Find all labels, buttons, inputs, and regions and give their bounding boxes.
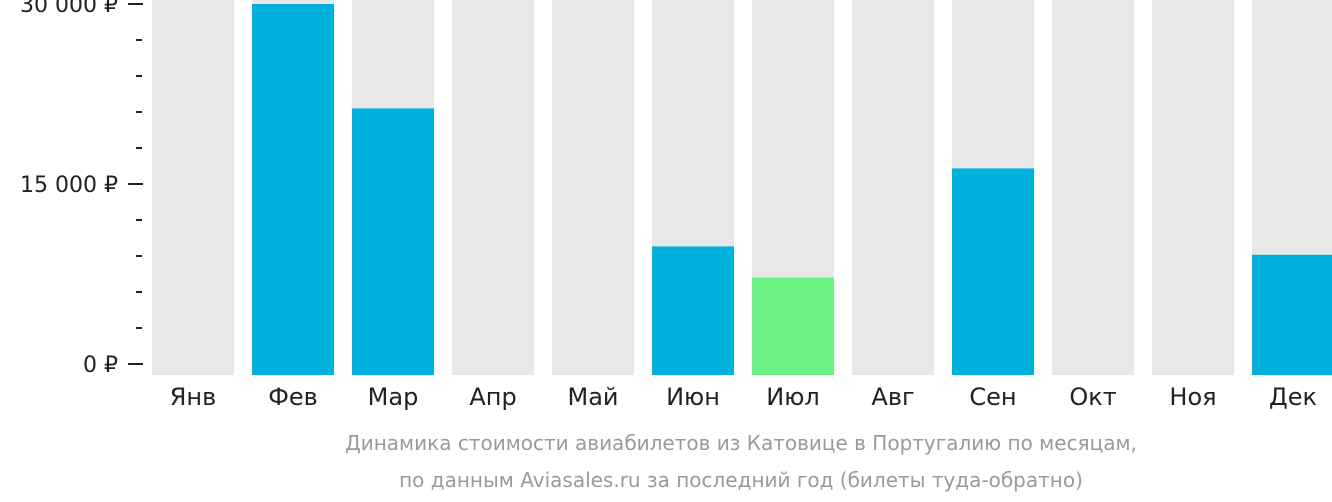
price-bar-chart: 0 ₽ 15 000 ₽ 30 000 ₽ Янв Фев Мар Апр Май Июн Ию… <box>20 0 1332 411</box>
bar-month-2 <box>252 4 334 375</box>
caption-line-1: Динамика стоимости авиабилетов из Катови… <box>345 431 1137 455</box>
x-tick-label-month-8: Авг <box>871 383 914 411</box>
x-tick-label-month-3: Мар <box>368 383 419 411</box>
x-tick-label-month-12: Дек <box>1269 383 1317 411</box>
y-tick-label-2: 15 000 ₽ <box>20 173 118 198</box>
x-tick-label-month-9: Сен <box>969 383 1016 411</box>
background-column-month-5 <box>552 0 634 375</box>
x-axis-labels: Янв Фев Мар Апр Май Июн Июл Авг Сен Окт Ноя Дек <box>170 383 1317 411</box>
x-tick-label-month-2: Фев <box>268 383 318 411</box>
x-tick-label-month-7: Июл <box>766 383 820 411</box>
background-column-month-11 <box>1152 0 1234 375</box>
y-tick-label-1: 0 ₽ <box>83 353 118 378</box>
bar-month-9 <box>952 168 1034 375</box>
y-tick-label-3: 30 000 ₽ <box>20 0 118 18</box>
bar-month-12 <box>1252 254 1332 375</box>
bar-month-3 <box>352 108 434 376</box>
bar-month-6 <box>652 246 734 375</box>
x-tick-label-month-6: Июн <box>666 383 720 411</box>
caption-line-2: по данным Aviasales.ru за последний год … <box>399 468 1083 492</box>
background-column-month-4 <box>452 0 534 375</box>
background-column-month-8 <box>852 0 934 375</box>
background-column-month-1 <box>152 0 234 375</box>
x-tick-label-month-1: Янв <box>170 383 217 411</box>
x-tick-label-month-10: Окт <box>1069 383 1116 411</box>
background-column-month-10 <box>1052 0 1134 375</box>
bar-month-7 <box>752 277 834 375</box>
x-tick-label-month-11: Ноя <box>1169 383 1216 411</box>
x-tick-label-month-5: Май <box>567 383 618 411</box>
y-axis: 0 ₽ 15 000 ₽ 30 000 ₽ <box>20 0 143 378</box>
x-tick-label-month-4: Апр <box>469 383 516 411</box>
bars <box>252 4 1332 376</box>
